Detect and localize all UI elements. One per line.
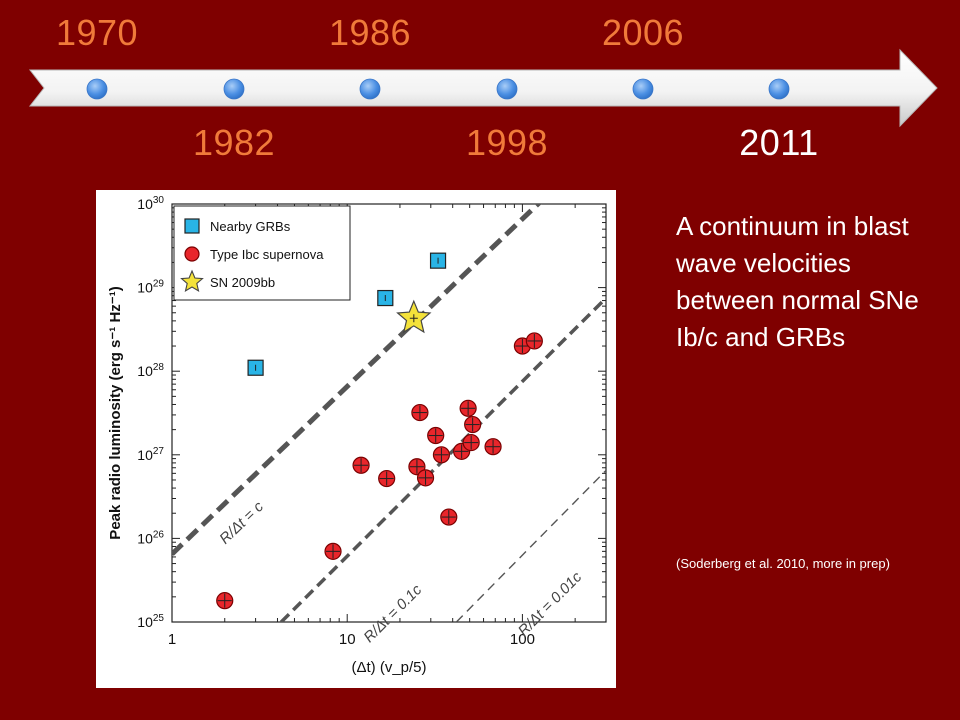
x-axis-label: (Δt) (v_p/5) [351, 659, 426, 676]
timeline-dot [359, 78, 381, 100]
y-axis-label: Peak radio luminosity (erg s⁻¹ Hz⁻¹) [107, 286, 124, 539]
arrow-shape [28, 48, 938, 128]
y-tick-label: 1029 [137, 279, 164, 296]
velocity-line [172, 204, 542, 556]
velocity-line [455, 469, 606, 622]
legend-entry-label: Type Ibc supernova [210, 247, 324, 262]
year-label: 1970 [55, 12, 139, 53]
year-label: 1982 [192, 122, 276, 163]
y-tick-label: 1027 [137, 446, 164, 463]
timeline-arrow [28, 48, 938, 128]
y-tick-label: 1026 [137, 529, 164, 546]
legend-supernova-marker [184, 246, 200, 262]
y-tick-label: 1025 [137, 613, 164, 630]
x-tick-label: 1 [168, 631, 176, 648]
velocity-line-label: R/Δt = 0.01c [515, 568, 586, 639]
caption-text: A continuum in blast wave velocities bet… [676, 211, 919, 352]
timeline: 1970 1986 2006 1982 1998 2011 [0, 0, 960, 180]
plot-frame [171, 203, 607, 623]
reference-text: (Soderberg et al. 2010, more in prep) [676, 556, 890, 571]
x-tick-label: 100 [510, 631, 535, 648]
legend-entry-label: Nearby GRBs [210, 219, 291, 234]
legend-entry-label: SN 2009bb [210, 275, 275, 290]
year-label: 1986 [328, 12, 412, 53]
scatter-chart: 1 10 100 1025 1026 1027 1028 1029 1030 (Δt) (v_p/… [107, 195, 607, 676]
velocity-line-label: R/Δt = 0.1c [360, 581, 425, 646]
legend-grb-marker [184, 218, 200, 234]
year-label: 2006 [601, 12, 685, 53]
radio-luminosity-figure: 1 10 100 1025 1026 1027 1028 1029 1030 (Δt) (v_p/… [96, 190, 616, 688]
x-tick-label: 10 [339, 631, 356, 648]
legend: Nearby GRBs Type Ibc supernova SN 2009bb [173, 205, 351, 301]
timeline-dot [768, 78, 790, 100]
y-tick-label: 1030 [137, 195, 164, 212]
timeline-dot [223, 78, 245, 100]
data-markers [216, 252, 543, 610]
legend-sn2009bb-marker [180, 269, 204, 293]
year-label: 1998 [465, 122, 549, 163]
timeline-dot [632, 78, 654, 100]
timeline-dot [496, 78, 518, 100]
y-tick-label: 1028 [137, 362, 164, 379]
legend-box [173, 205, 351, 301]
current-year-label: 2011 [739, 122, 819, 163]
timeline-dot [86, 78, 108, 100]
